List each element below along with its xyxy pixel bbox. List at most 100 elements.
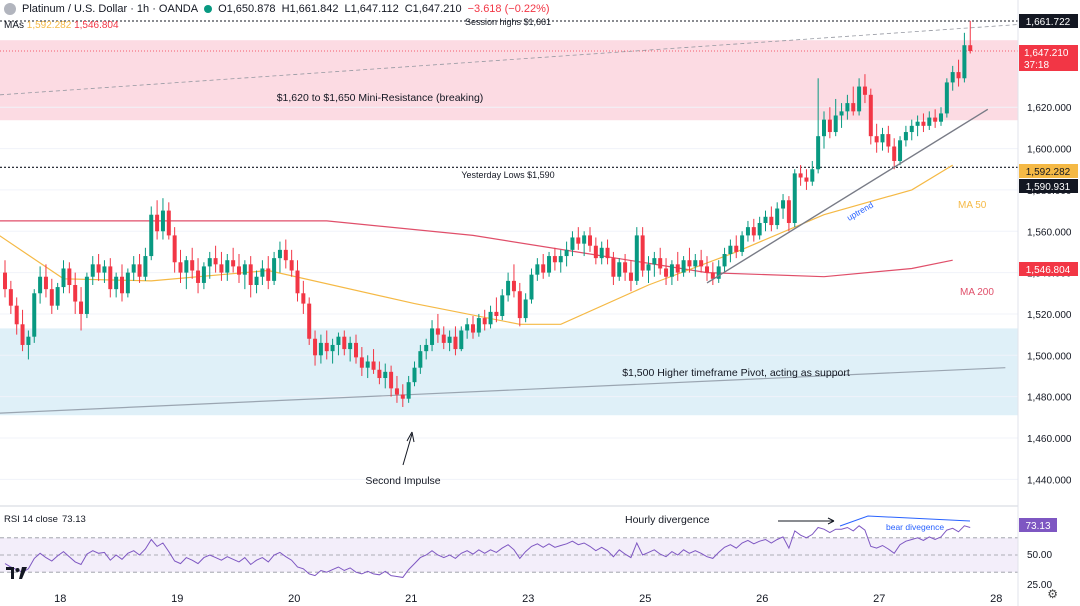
candle bbox=[517, 282, 522, 327]
ma50-line bbox=[0, 164, 954, 325]
ma200-label: MA 200 bbox=[960, 287, 994, 298]
candle bbox=[318, 334, 323, 364]
candle bbox=[383, 363, 388, 389]
last-price-badge: 1,647.210 37:18 bbox=[1019, 45, 1078, 71]
time-tick-label: 21 bbox=[405, 593, 417, 605]
candle bbox=[939, 107, 943, 126]
candle bbox=[628, 260, 633, 292]
candle bbox=[734, 235, 739, 259]
mas-label: MAs bbox=[4, 20, 24, 31]
candle bbox=[722, 247, 727, 273]
candle bbox=[32, 289, 37, 343]
candle bbox=[277, 241, 282, 273]
candle bbox=[38, 266, 43, 304]
candle bbox=[968, 20, 973, 54]
candle bbox=[3, 260, 7, 298]
rsi-level-25: 25.00 bbox=[1027, 580, 1052, 591]
candle bbox=[155, 200, 160, 240]
candle bbox=[781, 194, 786, 219]
rsi-line bbox=[4, 525, 971, 578]
candle bbox=[67, 262, 72, 294]
hourly-divergence-label: Hourly divergence bbox=[625, 514, 710, 526]
candle bbox=[880, 127, 885, 151]
second-impulse-label: Second Impulse bbox=[365, 475, 440, 487]
candle bbox=[868, 88, 873, 145]
candle bbox=[242, 260, 247, 290]
candle bbox=[687, 247, 692, 273]
candle bbox=[219, 251, 224, 281]
candle bbox=[342, 330, 347, 356]
candle bbox=[845, 94, 850, 120]
yesterday-low-badge: 1,590.931 bbox=[1019, 179, 1078, 193]
candle bbox=[49, 278, 54, 314]
candle bbox=[389, 365, 394, 397]
price-tick-label: 1,560.000 bbox=[1027, 227, 1072, 238]
candle bbox=[418, 344, 423, 374]
candle bbox=[8, 280, 13, 314]
svg-text:1,592.282: 1,592.282 bbox=[1026, 167, 1071, 178]
candle bbox=[108, 258, 113, 298]
candle bbox=[588, 227, 592, 252]
candle bbox=[921, 113, 926, 133]
ma200-badge: 1,546.804 bbox=[1019, 262, 1078, 276]
candle bbox=[120, 264, 124, 302]
price-tick-label: 1,520.000 bbox=[1027, 310, 1072, 321]
candle bbox=[792, 169, 797, 228]
candle bbox=[745, 220, 750, 242]
candle bbox=[424, 338, 429, 360]
candle bbox=[646, 256, 651, 283]
candle bbox=[892, 138, 897, 170]
candle bbox=[874, 123, 879, 153]
candle bbox=[160, 198, 165, 240]
candle bbox=[348, 336, 353, 362]
candle bbox=[283, 239, 288, 269]
candle bbox=[552, 247, 557, 271]
candle bbox=[289, 249, 294, 277]
candle bbox=[324, 330, 329, 360]
session-high-badge: 1,661.722 bbox=[1019, 14, 1078, 28]
candle bbox=[248, 256, 253, 298]
gear-icon[interactable]: ⚙ bbox=[1047, 587, 1058, 601]
second-impulse-arrow bbox=[402, 431, 415, 466]
candle bbox=[950, 65, 955, 91]
candle bbox=[558, 249, 563, 273]
candle bbox=[254, 270, 259, 294]
candle bbox=[184, 256, 189, 290]
candle bbox=[435, 313, 440, 343]
candle bbox=[699, 249, 704, 273]
candle bbox=[634, 227, 639, 286]
candle bbox=[488, 305, 493, 329]
projection-dashed-line bbox=[0, 24, 1019, 96]
rsi-band bbox=[0, 537, 1018, 573]
candle bbox=[406, 375, 411, 403]
candle bbox=[582, 231, 587, 257]
candle bbox=[61, 260, 66, 294]
candle bbox=[822, 111, 826, 149]
tradingview-logo[interactable] bbox=[6, 566, 28, 580]
candle bbox=[336, 332, 341, 356]
mas-ma50-value: 1,592.282 bbox=[26, 20, 72, 31]
candle bbox=[412, 361, 417, 387]
candle bbox=[482, 309, 487, 331]
mas-ma200-value: 1,546.804 bbox=[74, 20, 119, 31]
candle bbox=[658, 247, 663, 275]
candle bbox=[570, 231, 575, 257]
candle bbox=[207, 251, 212, 279]
ma50-label: MA 50 bbox=[958, 200, 987, 211]
candle bbox=[494, 297, 499, 323]
candle bbox=[786, 196, 791, 232]
candle bbox=[535, 258, 540, 281]
candle bbox=[728, 239, 733, 263]
session-highs-label: Session highs $1,661 bbox=[465, 17, 551, 27]
candle bbox=[166, 202, 171, 240]
resistance-label: $1,620 to $1,650 Mini-Resistance (breaki… bbox=[277, 92, 484, 104]
candle bbox=[693, 254, 698, 277]
candle bbox=[394, 375, 399, 403]
symbol-title[interactable]: Platinum / U.S. Dollar · 1h · OANDA bbox=[22, 3, 199, 15]
candle bbox=[611, 251, 616, 286]
candle bbox=[927, 111, 932, 130]
candle bbox=[125, 268, 130, 298]
rsi-value-label: 73.13 bbox=[62, 514, 86, 525]
mas-legend[interactable]: MAs 1,592.282 1,546.804 bbox=[4, 20, 119, 31]
